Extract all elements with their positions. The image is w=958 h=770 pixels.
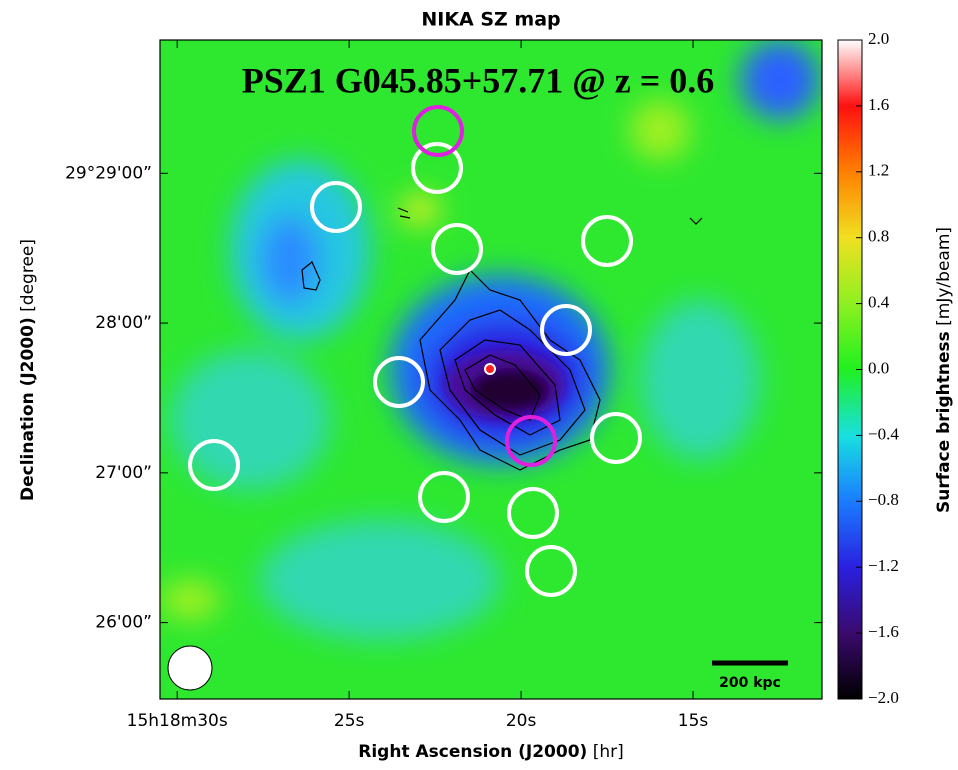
- y-tick-label: 28'00”: [95, 313, 152, 333]
- x-unit: [hr]: [593, 742, 624, 762]
- x-tick-label: 15h18m30s: [127, 711, 228, 731]
- colorbar-title: Surface brightness [mJy/beam]: [934, 227, 954, 513]
- colorbar-tick-label: −0.4: [868, 424, 899, 443]
- colorbar-tick-label: 0.8: [868, 227, 889, 246]
- colorbar: [837, 39, 863, 700]
- annotation: PSZ1 G045.85+57.71 @ z = 0.6: [242, 60, 715, 100]
- y-tick-label: 29°29'00”: [65, 163, 152, 183]
- plot-frame: [159, 39, 823, 700]
- x-axis-label: Right Ascension (J2000) [hr]: [358, 742, 623, 762]
- sz-map: [160, 40, 822, 699]
- colorbar-label: Surface brightness: [934, 331, 954, 513]
- colorbar-unit: [mJy/beam]: [934, 227, 954, 326]
- colorbar-tick-label: −1.2: [868, 556, 899, 575]
- y-label: Declination (J2000): [18, 317, 38, 501]
- x-tick-label: 25s: [334, 711, 365, 731]
- colorbar-tick-label: 0.0: [868, 358, 889, 377]
- y-unit: [degree]: [18, 239, 38, 312]
- colorbar-tick-label: −1.6: [868, 622, 899, 641]
- colorbar-tick-label: 0.4: [868, 293, 890, 312]
- colorbar-tick-label: −0.8: [868, 490, 899, 509]
- y-axis-label: Declination (J2000) [degree]: [18, 239, 38, 501]
- y-tick-label: 27'00”: [95, 463, 152, 483]
- chart-title: NIKA SZ map: [421, 9, 560, 31]
- y-tick-label: 26'00”: [95, 613, 152, 633]
- colorbar-tick-label: 1.6: [868, 95, 889, 114]
- x-label: Right Ascension (J2000): [358, 742, 587, 762]
- x-tick-label: 20s: [506, 711, 537, 731]
- colorbar-tick-label: 1.2: [868, 161, 889, 180]
- scale-bar-label: 200 kpc: [719, 675, 781, 691]
- x-tick-label: 15s: [678, 711, 709, 731]
- colorbar-tick-label: 2.0: [868, 29, 889, 48]
- colorbar-tick-label: −2.0: [868, 688, 899, 707]
